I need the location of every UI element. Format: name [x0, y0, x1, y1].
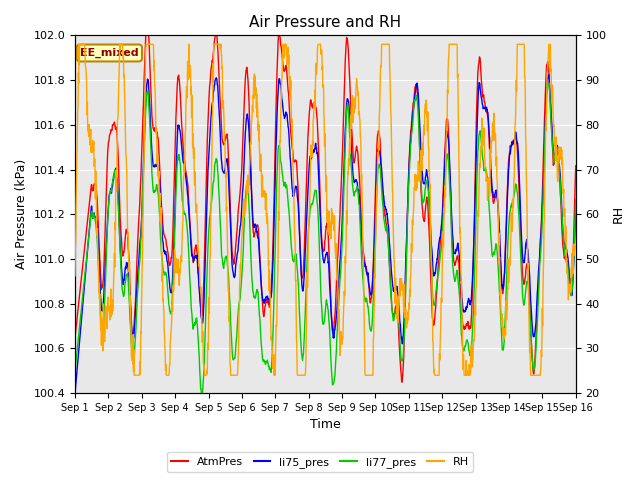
- X-axis label: Time: Time: [310, 419, 340, 432]
- Y-axis label: RH: RH: [612, 205, 625, 223]
- Y-axis label: Air Pressure (kPa): Air Pressure (kPa): [15, 159, 28, 269]
- Legend: AtmPres, li75_pres, li77_pres, RH: AtmPres, li75_pres, li77_pres, RH: [166, 452, 474, 472]
- Title: Air Pressure and RH: Air Pressure and RH: [250, 15, 401, 30]
- Text: EE_mixed: EE_mixed: [80, 48, 139, 58]
